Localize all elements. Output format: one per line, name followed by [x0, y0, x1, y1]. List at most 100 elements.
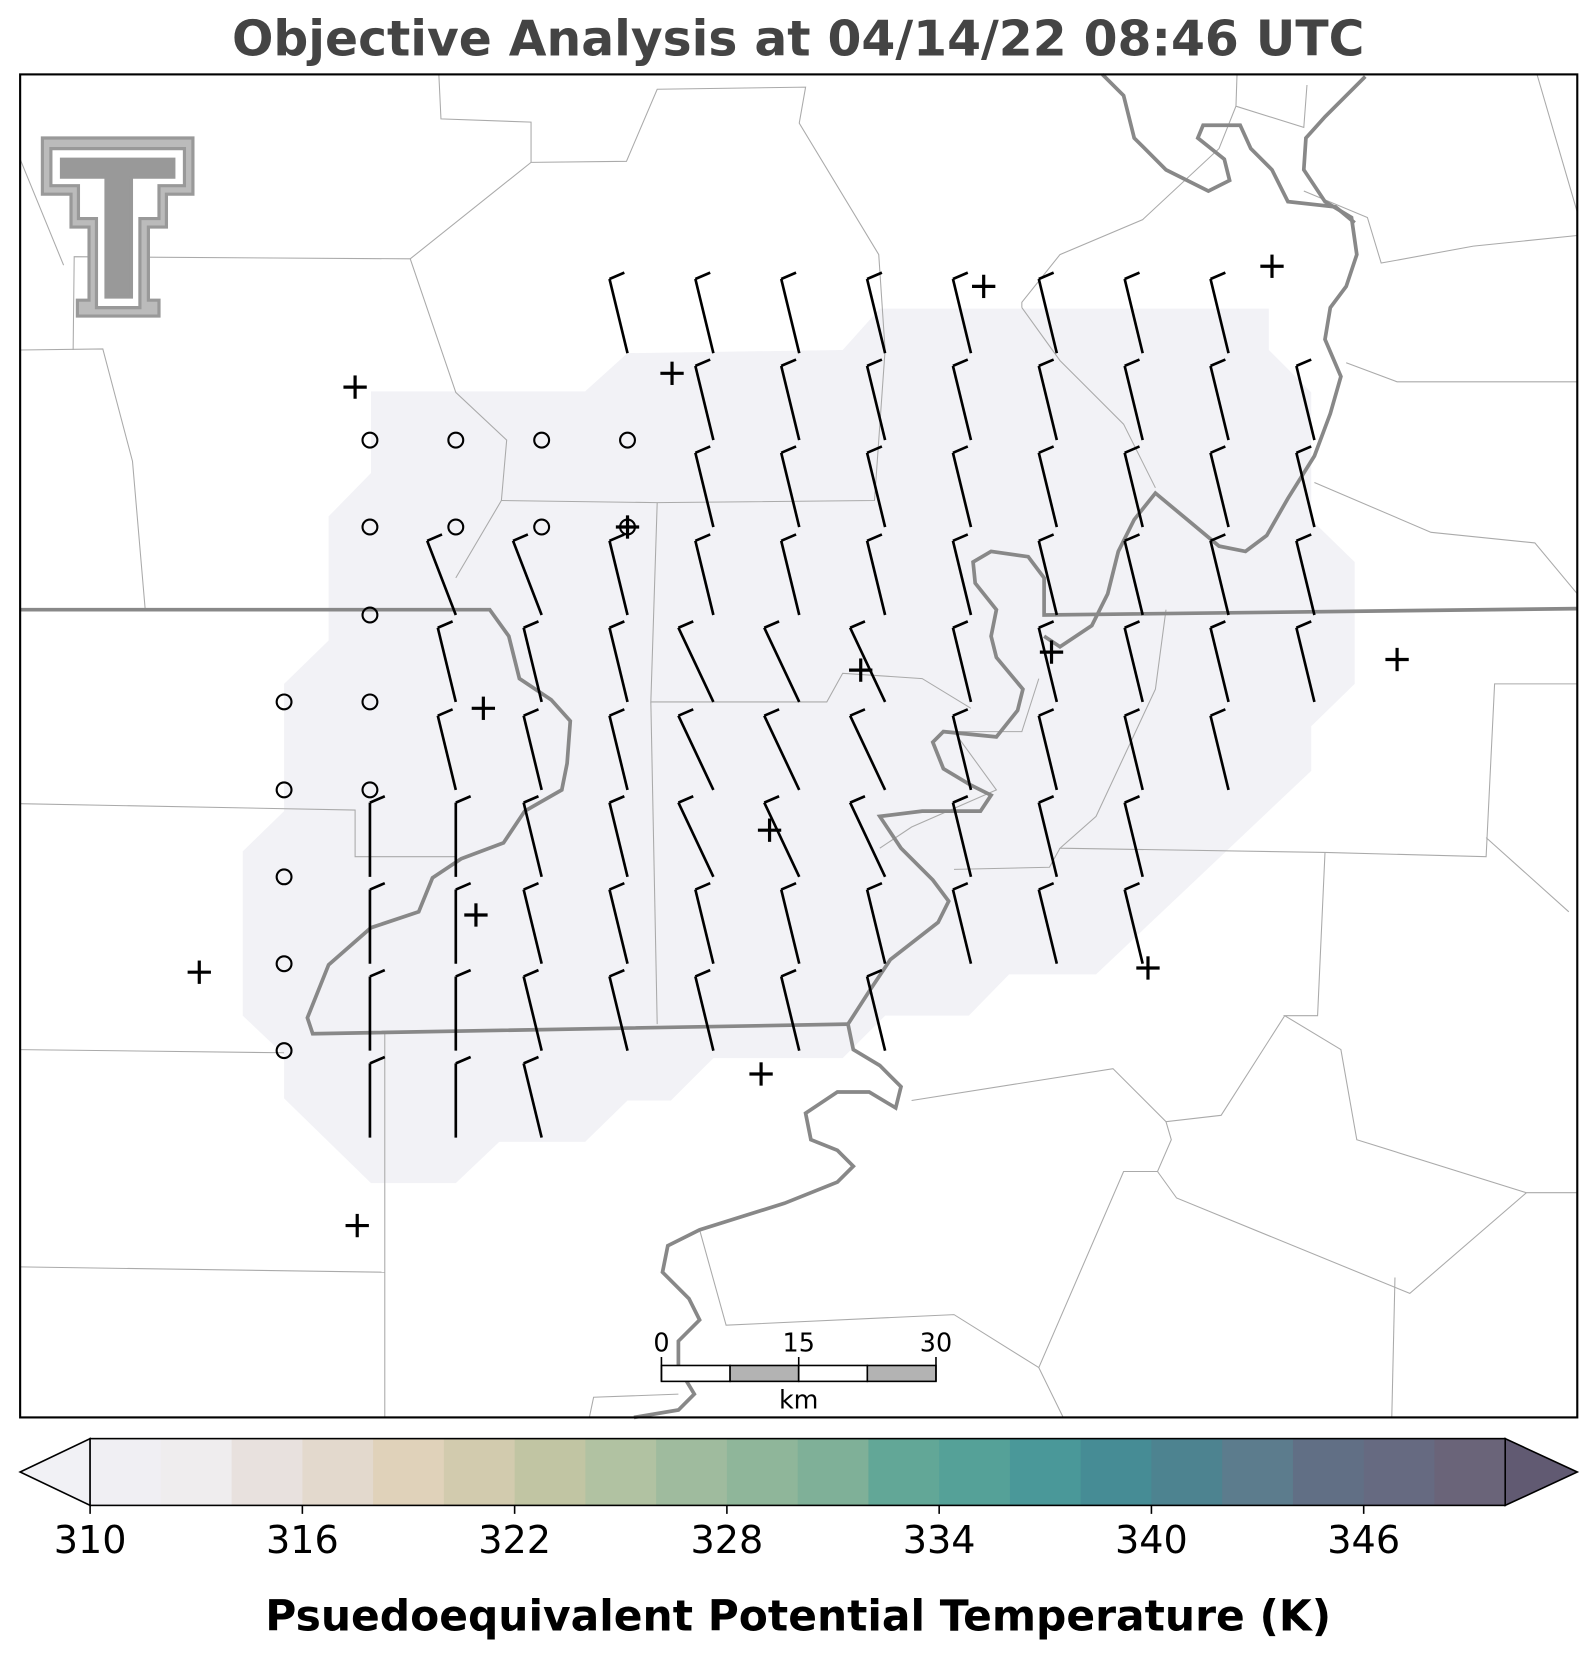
barb-flag — [677, 620, 694, 629]
scale-unit: km — [779, 1385, 819, 1415]
scale-segment — [729, 1364, 800, 1383]
polyline-shape — [846, 549, 1578, 1026]
barb-staff — [1209, 627, 1230, 703]
wind-barb — [848, 795, 887, 878]
barb-staff — [677, 802, 715, 878]
wind-barb — [608, 271, 629, 354]
wind-barb — [677, 620, 715, 703]
barb-flag — [866, 968, 883, 978]
wind-barb — [1295, 445, 1316, 528]
wind-barb — [694, 533, 715, 616]
barb-flag — [369, 968, 386, 978]
barb-staff — [951, 802, 973, 878]
barb-staff — [848, 627, 887, 703]
barb-flag — [523, 795, 540, 804]
barb-staff — [779, 278, 801, 354]
barb-staff — [951, 889, 973, 965]
barb-flag — [1209, 533, 1226, 543]
polyline-shape — [1021, 307, 1156, 489]
barb-flag — [455, 1055, 472, 1065]
wind-barb — [1037, 881, 1059, 965]
barb-flag — [1209, 708, 1226, 717]
barb-staff — [694, 976, 715, 1051]
scale-segment — [866, 1364, 937, 1383]
barb-flag — [952, 620, 969, 629]
wind-barb — [865, 358, 887, 441]
polyline-shape — [1536, 74, 1578, 213]
barb-flag — [608, 533, 625, 543]
polyline-shape — [650, 701, 658, 1025]
barb-staff — [436, 715, 458, 791]
polyline-shape — [1157, 1171, 1527, 1295]
barb-flag — [1038, 271, 1055, 281]
barb-flag — [608, 881, 625, 891]
wind-barb — [951, 620, 973, 703]
barb-staff — [1037, 365, 1059, 441]
polyline-shape — [633, 1023, 904, 1420]
scale-segment — [660, 1364, 731, 1383]
polyline-shape — [1391, 1277, 1396, 1418]
barb-flag — [608, 620, 625, 629]
barb-flag — [952, 533, 969, 543]
barb-flag — [1038, 795, 1055, 804]
barb-staff — [511, 540, 543, 616]
colorbar-bin — [1363, 1438, 1435, 1506]
barb-flag — [1295, 445, 1312, 455]
barb-flag — [694, 271, 711, 281]
barb-flag — [1124, 881, 1141, 891]
barb-flag — [1295, 533, 1312, 543]
barb-flag — [780, 271, 797, 281]
barb-flag — [1038, 708, 1055, 717]
barb-staff — [608, 715, 629, 791]
wind-barb — [522, 620, 543, 703]
barb-flag — [608, 968, 625, 978]
barb-flag — [369, 1055, 386, 1065]
barb-staff — [779, 452, 801, 528]
barb-staff — [1037, 627, 1059, 703]
calm-marker — [361, 781, 379, 799]
barb-staff — [1037, 540, 1059, 616]
map-frame — [19, 73, 1579, 1419]
colorbar: 310 316 322 328 334 340 346 — [18, 1437, 1580, 1562]
barb-flag — [677, 708, 694, 717]
polyline-shape — [438, 74, 532, 163]
barb-flag — [866, 881, 883, 891]
wind-barb — [1037, 445, 1059, 528]
wind-barb — [694, 271, 715, 354]
wind-barb — [951, 445, 973, 528]
barb-staff — [1037, 715, 1059, 791]
polyline-shape — [588, 1393, 679, 1418]
colorbar-label: Psuedoequivalent Potential Temperature (… — [265, 1591, 1331, 1640]
barb-flag — [866, 271, 883, 281]
wind-barb — [368, 968, 386, 1051]
barb-flag — [1038, 445, 1055, 455]
barb-staff — [1037, 278, 1059, 354]
wind-barb — [1037, 795, 1059, 878]
wind-barb — [1037, 533, 1059, 616]
wind-barb — [779, 968, 801, 1051]
title: Objective Analysis at 04/14/22 08:46 UTC — [232, 12, 1364, 68]
barb-staff — [1123, 715, 1144, 791]
barb-staff — [522, 627, 543, 703]
colorbar-bin — [1222, 1438, 1294, 1506]
station-marker — [615, 515, 640, 539]
barb-flag — [694, 968, 711, 978]
barb-staff — [522, 889, 543, 965]
barb-flag — [1124, 445, 1141, 455]
barb-flag — [455, 881, 472, 891]
wind-barb — [677, 795, 715, 878]
wind-barb — [763, 620, 801, 703]
barb-flag — [523, 881, 540, 891]
barb-staff — [1123, 802, 1144, 878]
wind-barb — [436, 708, 458, 791]
wind-barb — [694, 445, 715, 528]
polyline-shape — [1314, 482, 1578, 595]
barb-staff — [1209, 540, 1230, 616]
scale-segment — [797, 1364, 869, 1383]
polyline-shape — [699, 1229, 1040, 1369]
barb-staff — [677, 715, 715, 791]
path-shape — [59, 157, 176, 299]
barb-flag — [1124, 358, 1141, 368]
barb-flag — [1209, 358, 1226, 368]
polyline-shape — [650, 502, 972, 709]
